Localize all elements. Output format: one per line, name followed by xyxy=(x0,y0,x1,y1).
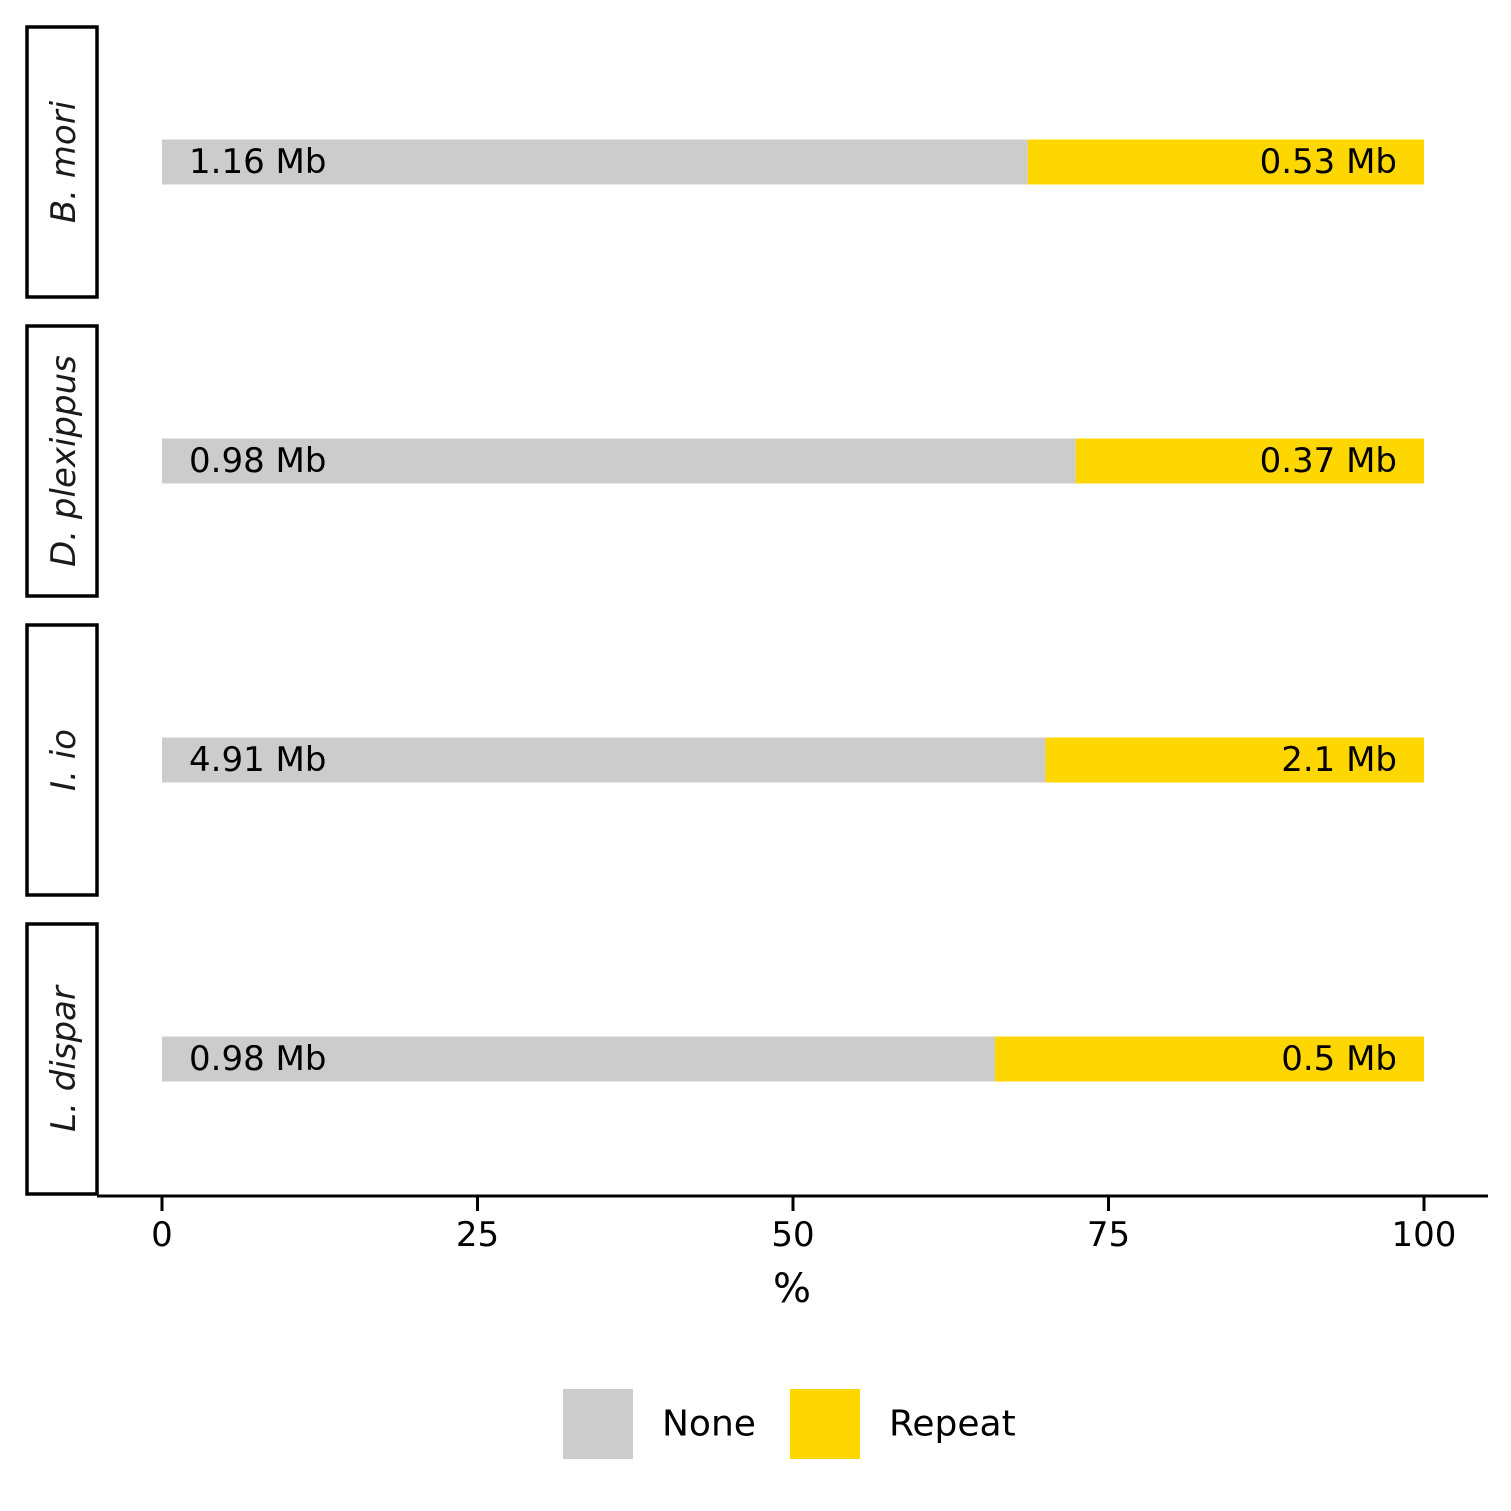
x-axis-title: % xyxy=(773,1266,811,1312)
x-tick-label: 0 xyxy=(151,1215,173,1255)
bar-segment-none xyxy=(162,1036,995,1082)
bar-segment-repeat xyxy=(1075,438,1424,484)
bar-label-none: 0.98 Mb xyxy=(189,1039,326,1079)
facet-strip-label: L. dispar xyxy=(44,984,84,1132)
bar-label-none: 1.16 Mb xyxy=(189,142,326,182)
bar-label-repeat: 0.37 Mb xyxy=(1260,441,1397,481)
bar-segment-none xyxy=(162,438,1076,484)
facet-strip-label: D. plexippus xyxy=(44,355,84,567)
x-axis: 0 25 50 75 100 xyxy=(97,1194,1488,1255)
facet-strip-box xyxy=(25,25,99,299)
facet-strip-box xyxy=(25,324,99,598)
bars: 1.16 Mb 0.53 Mb 0.98 Mb 0.37 Mb 4.91 Mb 2.1 M… xyxy=(162,139,1424,1082)
legend: None Repeat xyxy=(563,1389,1016,1459)
x-tick-label: 50 xyxy=(771,1215,814,1255)
bar-label-repeat: 2.1 Mb xyxy=(1281,740,1397,780)
x-tick-label: 75 xyxy=(1087,1215,1130,1255)
x-tick-label: 100 xyxy=(1392,1215,1457,1255)
facet-strip-label: B. mori xyxy=(44,100,84,223)
legend-swatch-repeat xyxy=(790,1389,860,1459)
bar-segment-none xyxy=(162,737,1046,783)
legend-swatch-none xyxy=(563,1389,633,1459)
bar-label-repeat: 0.5 Mb xyxy=(1281,1039,1397,1079)
facet-strip-box xyxy=(25,922,99,1196)
legend-label-repeat: Repeat xyxy=(889,1404,1016,1445)
bar-segment-repeat xyxy=(994,1036,1424,1082)
bar-label-none: 4.91 Mb xyxy=(189,740,326,780)
bar-segment-none xyxy=(162,139,1028,185)
bar-segment-repeat xyxy=(1027,139,1424,185)
facet-strip-box xyxy=(25,623,99,897)
x-tick-label: 25 xyxy=(456,1215,499,1255)
legend-label-none: None xyxy=(662,1404,756,1445)
facet-strip-label: I. io xyxy=(44,729,84,791)
bar-label-repeat: 0.53 Mb xyxy=(1260,142,1397,182)
facet-strips: B. mori D. plexippus I. io L. dispar xyxy=(25,25,99,1196)
bar-label-none: 0.98 Mb xyxy=(189,441,326,481)
bar-segment-repeat xyxy=(1045,737,1424,783)
